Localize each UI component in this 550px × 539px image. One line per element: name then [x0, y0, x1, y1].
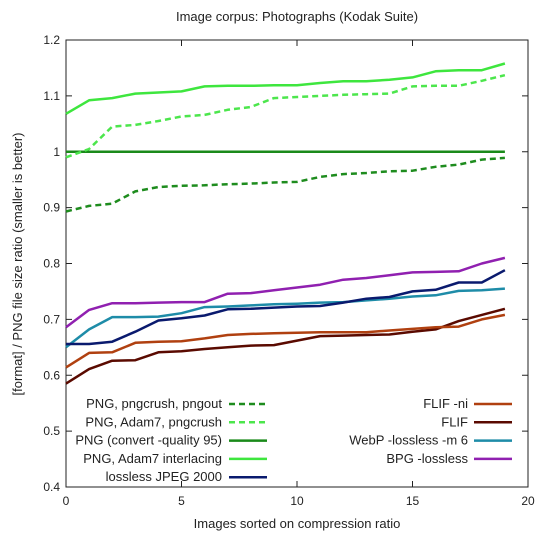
legend-label: lossless JPEG 2000 [106, 469, 222, 484]
y-axis-label: [format] / PNG file size ratio (smaller … [10, 133, 25, 396]
y-tick-label: 0.6 [43, 368, 60, 382]
x-tick-label: 15 [406, 494, 420, 508]
legend: PNG, pngcrush, pngout PNG, Adam7, pngcrus… [75, 396, 512, 484]
series-line [65, 62, 506, 115]
legend-label: PNG, pngcrush, pngout [86, 396, 222, 411]
legend-label: BPG -lossless [386, 451, 468, 466]
series-lines [65, 62, 506, 385]
legend-label: FLIF [441, 414, 468, 429]
y-tick-label: 1.2 [43, 33, 60, 47]
legend-label: PNG, Adam7 interlacing [83, 451, 222, 466]
legend-label: WebP -lossless -m 6 [349, 433, 468, 448]
y-tick-label: 0.4 [43, 480, 60, 494]
y-tick-label: 1 [53, 145, 60, 159]
x-axis-label: Images sorted on compression ratio [194, 516, 401, 531]
axis-ticks: 0 5 10 15 20 0.4 0.5 0.6 0.7 0.8 0.9 1 1.1 1.2 [43, 33, 535, 508]
y-tick-label: 0.8 [43, 257, 60, 271]
legend-label: PNG, Adam7, pngcrush [85, 414, 222, 429]
chart-title: Image corpus: Photographs (Kodak Suite) [176, 9, 418, 24]
x-tick-label: 20 [521, 494, 535, 508]
series-line [66, 269, 506, 346]
series-line [65, 156, 505, 213]
series-line [65, 287, 505, 349]
x-tick-label: 0 [63, 494, 70, 508]
series-line [65, 307, 506, 385]
y-tick-label: 0.9 [43, 201, 60, 215]
series-line [65, 256, 506, 329]
legend-label: FLIF -ni [423, 396, 468, 411]
y-tick-label: 0.5 [43, 424, 60, 438]
series-line [65, 73, 506, 159]
x-tick-label: 10 [290, 494, 304, 508]
series-line [65, 313, 506, 369]
x-tick-label: 5 [178, 494, 185, 508]
y-tick-label: 0.7 [43, 312, 60, 326]
legend-label: PNG (convert -quality 95) [75, 433, 222, 448]
y-tick-label: 1.1 [43, 89, 60, 103]
